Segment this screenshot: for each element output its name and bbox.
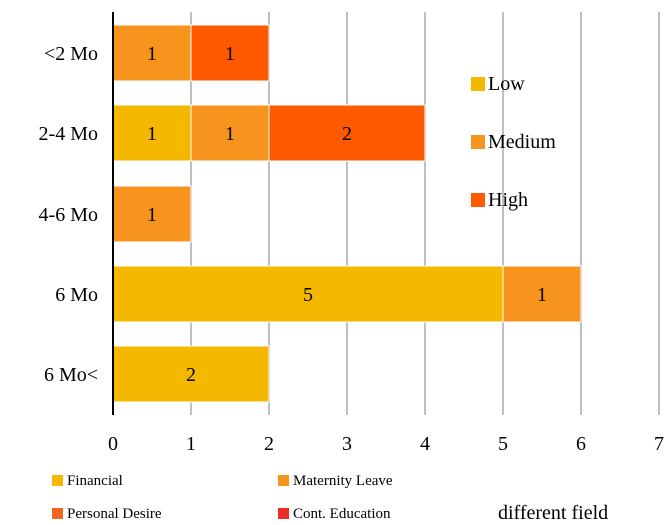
bar-1-high bbox=[268, 104, 426, 162]
legend: Low Medium High bbox=[471, 73, 556, 211]
bars bbox=[112, 24, 582, 403]
x-tick-label-7: 7 bbox=[654, 433, 664, 455]
bar-3-medium bbox=[502, 265, 582, 323]
bar-label-1-low: 1 bbox=[147, 123, 157, 145]
bar-label-1-medium: 1 bbox=[225, 123, 235, 145]
x-tick-label-6: 6 bbox=[576, 433, 586, 455]
bar-label-3-medium: 1 bbox=[537, 284, 547, 306]
secondary-legend-swatch-3 bbox=[278, 508, 289, 519]
category-label-3: 6 Mo bbox=[55, 284, 98, 306]
category-labels: <2 Mo 2-4 Mo 4-6 Mo 6 Mo 6 Mo< bbox=[39, 43, 98, 386]
secondary-legend-swatch-1 bbox=[278, 475, 289, 486]
bar-1-medium bbox=[190, 104, 270, 162]
bar-label-0-medium: 1 bbox=[147, 43, 157, 65]
secondary-legend-swatch-0 bbox=[52, 475, 63, 486]
category-label-4: 6 Mo< bbox=[44, 364, 98, 386]
x-tick-label-5: 5 bbox=[498, 433, 508, 455]
bar-label-3-low: 5 bbox=[303, 284, 313, 306]
legend-swatch-high bbox=[471, 193, 485, 207]
bar-label-4-low: 2 bbox=[186, 364, 196, 386]
secondary-legend-label-3: Cont. Education bbox=[293, 506, 391, 522]
x-tick-label-0: 0 bbox=[108, 433, 118, 455]
legend-label-high: High bbox=[488, 189, 528, 211]
bar-label-2-medium: 1 bbox=[147, 204, 157, 226]
secondary-legend-label-2: Personal Desire bbox=[67, 506, 162, 522]
bar-0-high bbox=[190, 24, 270, 82]
x-tick-label-4: 4 bbox=[420, 433, 430, 455]
legend-label-low: Low bbox=[488, 73, 525, 95]
x-tick-labels: 0 1 2 3 4 5 6 7 bbox=[108, 433, 664, 455]
x-tick-label-3: 3 bbox=[342, 433, 352, 455]
secondary-legend-label-1: Maternity Leave bbox=[293, 473, 393, 489]
x-tick-label-2: 2 bbox=[264, 433, 274, 455]
secondary-legend-label-0: Financial bbox=[67, 473, 123, 489]
x-tick-label-1: 1 bbox=[186, 433, 196, 455]
category-label-2: 4-6 Mo bbox=[39, 204, 98, 226]
category-label-0: <2 Mo bbox=[44, 43, 98, 65]
secondary-legend: Financial Maternity Leave Personal Desire C… bbox=[52, 473, 393, 522]
legend-swatch-low bbox=[471, 77, 485, 91]
secondary-legend-swatch-2 bbox=[52, 508, 63, 519]
bar-labels: 1 1 1 1 2 1 5 1 2 bbox=[147, 43, 547, 386]
bar-1-low bbox=[112, 104, 192, 162]
bar-2-medium bbox=[112, 185, 192, 243]
category-label-1: 2-4 Mo bbox=[39, 123, 98, 145]
legend-label-medium: Medium bbox=[488, 131, 556, 153]
cut-off-text: different field bbox=[498, 502, 608, 524]
legend-swatch-medium bbox=[471, 135, 485, 149]
bar-label-1-high: 2 bbox=[342, 123, 352, 145]
bar-label-0-high: 1 bbox=[225, 43, 235, 65]
